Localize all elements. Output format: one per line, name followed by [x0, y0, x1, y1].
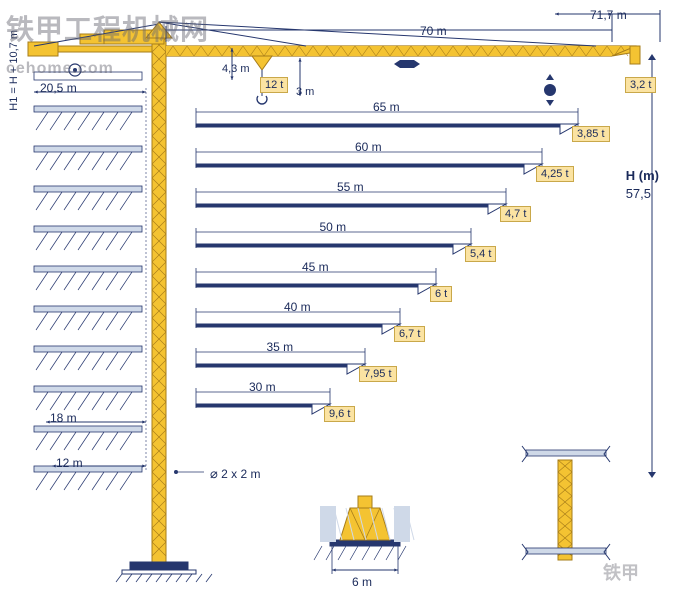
jib-tip-0: 3,85 t — [572, 126, 610, 142]
jib-length-6: 35 m — [267, 340, 294, 354]
hook-drop: 3 m — [296, 86, 314, 98]
jib-tip-3: 5,4 t — [465, 246, 496, 262]
jib-length-7: 30 m — [249, 380, 276, 394]
tie-205: 20,5 m — [40, 81, 77, 95]
jib-tip-5: 6,7 t — [394, 326, 425, 342]
jib-length-4: 45 m — [302, 260, 329, 274]
jib-length-3: 50 m — [320, 220, 347, 234]
span-717: 71,7 m — [590, 8, 627, 22]
jib-length-2: 55 m — [337, 180, 364, 194]
jib-tip-7: 9,6 t — [324, 406, 355, 422]
jib-tip-4: 6 t — [430, 286, 452, 302]
jib-length-5: 40 m — [284, 300, 311, 314]
hook-load: 12 t — [260, 77, 288, 93]
undercarriage-label: 6 m — [352, 575, 372, 589]
crane-diagram: H1 = H + 10,7 m 70 m 71,7 m 4,3 m 3 m H … — [0, 0, 679, 591]
tie-12: 12 m — [56, 456, 83, 470]
height-value: 57,5 — [626, 186, 651, 201]
jib-tip-load: 3,2 t — [625, 77, 656, 93]
height-H-label: H (m) — [626, 168, 659, 183]
jib-length-0: 65 m — [373, 100, 400, 114]
jib-tip-2: 4,7 t — [500, 206, 531, 222]
jib-length-1: 60 m — [355, 140, 382, 154]
jib-tip-6: 7,95 t — [359, 366, 397, 382]
jib-tip-1: 4,25 t — [536, 166, 574, 182]
h1-label: H1 = H + 10,7 m — [8, 30, 20, 111]
span-70: 70 m — [420, 24, 447, 38]
tie-18: 18 m — [50, 411, 77, 425]
base-note: ⌀ 2 x 2 m — [210, 466, 261, 482]
counter-height: 4,3 m — [222, 63, 250, 75]
